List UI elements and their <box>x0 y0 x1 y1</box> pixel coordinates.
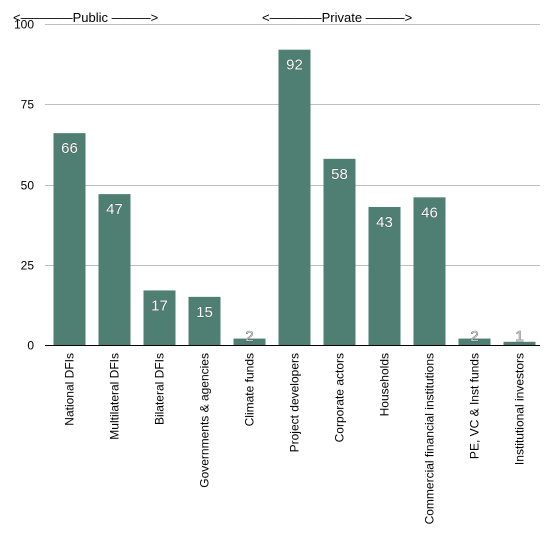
x-tick-label: Climate funds <box>243 353 257 426</box>
y-axis: 0 25 50 75 100 <box>14 18 540 353</box>
data-label: 2 <box>245 328 253 345</box>
bar <box>503 341 536 345</box>
bar <box>323 158 356 345</box>
group-labels: <————Public ———> <————Private ———> <box>13 10 412 25</box>
data-label: 15 <box>196 304 213 321</box>
bar <box>458 338 491 345</box>
x-tick-label: National DFIs <box>63 353 77 426</box>
y-tick-label: 75 <box>21 98 35 112</box>
x-tick-label: Corporate actors <box>333 353 347 442</box>
bars: 66 47 17 15 2 92 58 43 46 2 1 <box>53 49 536 346</box>
data-label: 47 <box>106 201 123 218</box>
bar <box>188 296 221 345</box>
x-tick-label: Project developers <box>288 353 302 452</box>
group-label: <————Public ———> <box>13 10 158 25</box>
group-label: <————Private ———> <box>262 10 412 25</box>
data-label: 92 <box>286 57 303 74</box>
y-tick-label: 25 <box>21 259 35 273</box>
x-axis: National DFIs Multilateral DFIs Bilateral … <box>63 353 527 524</box>
data-label: 43 <box>376 214 393 231</box>
data-label: 46 <box>421 204 438 221</box>
bar <box>368 206 401 345</box>
x-tick-label: PE, VC & Inst funds <box>468 353 482 459</box>
x-tick-label: Bilateral DFIs <box>153 353 167 425</box>
y-tick-label: 50 <box>21 179 35 193</box>
x-tick-label: Governments & agencies <box>198 353 212 488</box>
y-tick-label: 0 <box>27 339 34 353</box>
data-label: 17 <box>151 297 168 314</box>
x-tick-label: Commercial financial institutions <box>423 353 437 524</box>
data-label: 66 <box>61 140 78 157</box>
bar <box>413 197 446 345</box>
bar <box>278 49 311 346</box>
data-label: 58 <box>331 166 348 183</box>
x-tick-label: Institutional investors <box>513 353 527 465</box>
x-tick-label: Multilateral DFIs <box>108 353 122 440</box>
x-tick-label: Households <box>378 353 392 416</box>
bar <box>53 133 86 345</box>
bar <box>143 290 176 345</box>
data-label: 2 <box>470 328 478 345</box>
data-label: 1 <box>515 328 523 345</box>
bar <box>233 338 266 345</box>
bar <box>98 194 131 345</box>
y-tick-label: 100 <box>14 18 34 32</box>
